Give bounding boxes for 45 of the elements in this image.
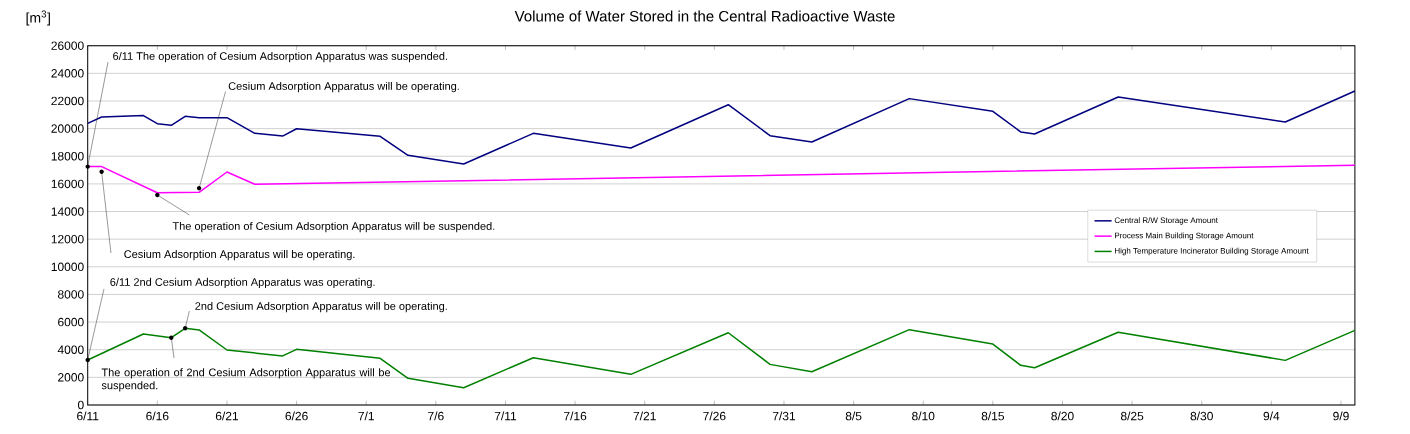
y-tick-label: 10000	[51, 262, 84, 272]
x-tick-label: 8/20	[1051, 411, 1074, 421]
x-tick-label: 6/21	[215, 411, 239, 421]
x-tick-label: 8/15	[981, 411, 1005, 421]
y-tick-label: 0	[77, 400, 84, 410]
x-tick-label: 7/1	[358, 411, 374, 421]
x-tick-label: 7/11	[494, 411, 517, 421]
x-tick-label: 8/25	[1120, 411, 1144, 421]
y-tick-label: 22000	[51, 96, 84, 106]
annotation: Cesium Adsorption Apparatus will be operating.	[124, 249, 355, 261]
legend-label: Process Main Building Storage Amount	[1115, 232, 1254, 240]
y-tick-label: 14000	[51, 207, 84, 216]
x-tick-label: 9/9	[1333, 411, 1349, 421]
y-tick-label: 26000	[51, 41, 84, 50]
x-tick-label: 8/10	[912, 411, 935, 421]
y-tick-label: 4000	[57, 345, 84, 354]
x-tick-label: 6/16	[146, 411, 169, 421]
x-tick-label: 6/26	[285, 411, 308, 421]
x-tick-label: 7/16	[564, 411, 587, 421]
y-tick-label: 8000	[57, 290, 84, 299]
annotation: The operation of Cesium Adsorption Apparatus will be suspended.	[172, 221, 495, 233]
annotation: 6/11 The operation of Cesium Adsorption Apparatus was suspended.	[113, 51, 448, 63]
y-axis-title: [m$^{3}$]	[26, 10, 50, 26]
annotation: Cesium Adsorption Apparatus will be operating.	[228, 81, 459, 93]
x-tick-label: 8/5	[845, 411, 862, 421]
annotation: The operation of 2nd Cesium Adsorption Apparatus will be suspended.	[101, 368, 391, 392]
x-tick-label: 7/31	[772, 411, 796, 421]
legend-label: Central R/W Storage Amount	[1114, 217, 1218, 225]
y-tick-label: 18000	[51, 152, 84, 161]
y-tick-label: 24000	[51, 69, 84, 78]
x-tick-label: 6/11	[77, 411, 99, 421]
x-tick-label: 7/21	[633, 411, 656, 421]
x-tick-label: 8/30	[1190, 411, 1213, 421]
y-tick-label: 2000	[58, 373, 84, 382]
x-tick-label: 9/4	[1263, 411, 1280, 421]
annotation: 6/11 2nd Cesium Adsorption Apparatus was operating.	[110, 277, 375, 289]
y-tick-label: 12000	[51, 234, 84, 244]
legend-label: High Temperature Incinerator Building Storage Amount	[1115, 247, 1309, 256]
x-tick-label: 7/6	[428, 411, 444, 421]
y-tick-label: 6000	[58, 317, 84, 327]
x-tick-label: 7/26	[703, 411, 726, 421]
annotation: 2nd Cesium Adsorption Apparatus will be operating.	[195, 301, 447, 313]
y-tick-label: 20000	[51, 124, 84, 133]
y-tick-label: 16000	[51, 179, 84, 189]
chart-title: Volume of Water Stored in the Central Radioactive Waste	[514, 10, 895, 22]
